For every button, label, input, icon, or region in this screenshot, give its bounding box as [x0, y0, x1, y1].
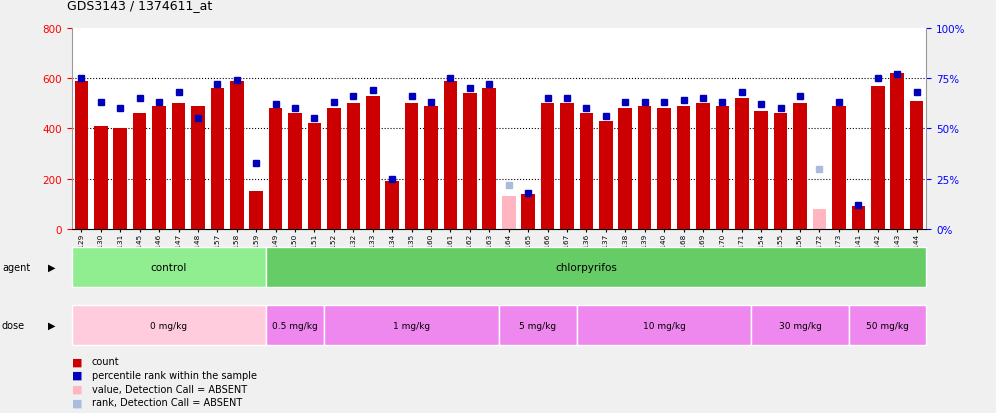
Bar: [521, 194, 535, 229]
Bar: [599, 121, 613, 229]
Text: 50 mg/kg: 50 mg/kg: [866, 321, 909, 330]
Bar: [577, 306, 752, 345]
Bar: [482, 89, 496, 229]
Bar: [266, 306, 325, 345]
Bar: [752, 306, 849, 345]
Bar: [72, 248, 266, 287]
Bar: [171, 104, 185, 229]
Text: ■: ■: [72, 384, 83, 394]
Bar: [132, 114, 146, 229]
Text: count: count: [92, 356, 120, 366]
Bar: [347, 104, 361, 229]
Bar: [890, 74, 904, 229]
Text: dose: dose: [2, 320, 25, 330]
Bar: [327, 109, 341, 229]
Bar: [774, 114, 788, 229]
Bar: [463, 94, 477, 229]
Text: ▶: ▶: [48, 262, 56, 273]
Bar: [230, 81, 244, 229]
Bar: [560, 104, 574, 229]
Bar: [619, 109, 632, 229]
Text: 0 mg/kg: 0 mg/kg: [150, 321, 187, 330]
Bar: [191, 107, 205, 229]
Bar: [852, 206, 866, 229]
Bar: [114, 129, 127, 229]
Text: 1 mg/kg: 1 mg/kg: [393, 321, 430, 330]
Text: ■: ■: [72, 370, 83, 380]
Bar: [637, 107, 651, 229]
Bar: [871, 86, 884, 229]
Text: 30 mg/kg: 30 mg/kg: [779, 321, 822, 330]
Bar: [849, 306, 926, 345]
Text: ▶: ▶: [48, 320, 56, 330]
Bar: [813, 209, 827, 229]
Bar: [443, 81, 457, 229]
Bar: [266, 248, 926, 287]
Bar: [75, 81, 89, 229]
Bar: [72, 306, 266, 345]
Text: 5 mg/kg: 5 mg/kg: [519, 321, 557, 330]
Text: ■: ■: [72, 356, 83, 366]
Bar: [696, 104, 710, 229]
Bar: [909, 102, 923, 229]
Text: rank, Detection Call = ABSENT: rank, Detection Call = ABSENT: [92, 397, 242, 407]
Bar: [541, 104, 555, 229]
Bar: [385, 182, 399, 229]
Bar: [210, 89, 224, 229]
Bar: [325, 306, 499, 345]
Bar: [657, 109, 671, 229]
Text: 10 mg/kg: 10 mg/kg: [642, 321, 685, 330]
Text: chlorpyrifos: chlorpyrifos: [556, 262, 618, 273]
Bar: [715, 107, 729, 229]
Bar: [499, 306, 577, 345]
Bar: [754, 112, 768, 229]
Bar: [793, 104, 807, 229]
Bar: [288, 114, 302, 229]
Bar: [502, 197, 516, 229]
Text: GDS3143 / 1374611_at: GDS3143 / 1374611_at: [67, 0, 212, 12]
Bar: [269, 109, 283, 229]
Bar: [94, 126, 108, 229]
Text: 0.5 mg/kg: 0.5 mg/kg: [272, 321, 318, 330]
Text: value, Detection Call = ABSENT: value, Detection Call = ABSENT: [92, 384, 247, 394]
Bar: [676, 107, 690, 229]
Bar: [249, 192, 263, 229]
Text: agent: agent: [2, 262, 30, 273]
Text: control: control: [150, 262, 187, 273]
Text: percentile rank within the sample: percentile rank within the sample: [92, 370, 257, 380]
Bar: [424, 107, 438, 229]
Bar: [152, 107, 166, 229]
Text: ■: ■: [72, 397, 83, 407]
Bar: [308, 124, 322, 229]
Bar: [580, 114, 594, 229]
Bar: [735, 99, 749, 229]
Bar: [404, 104, 418, 229]
Bar: [366, 97, 379, 229]
Bar: [832, 107, 846, 229]
